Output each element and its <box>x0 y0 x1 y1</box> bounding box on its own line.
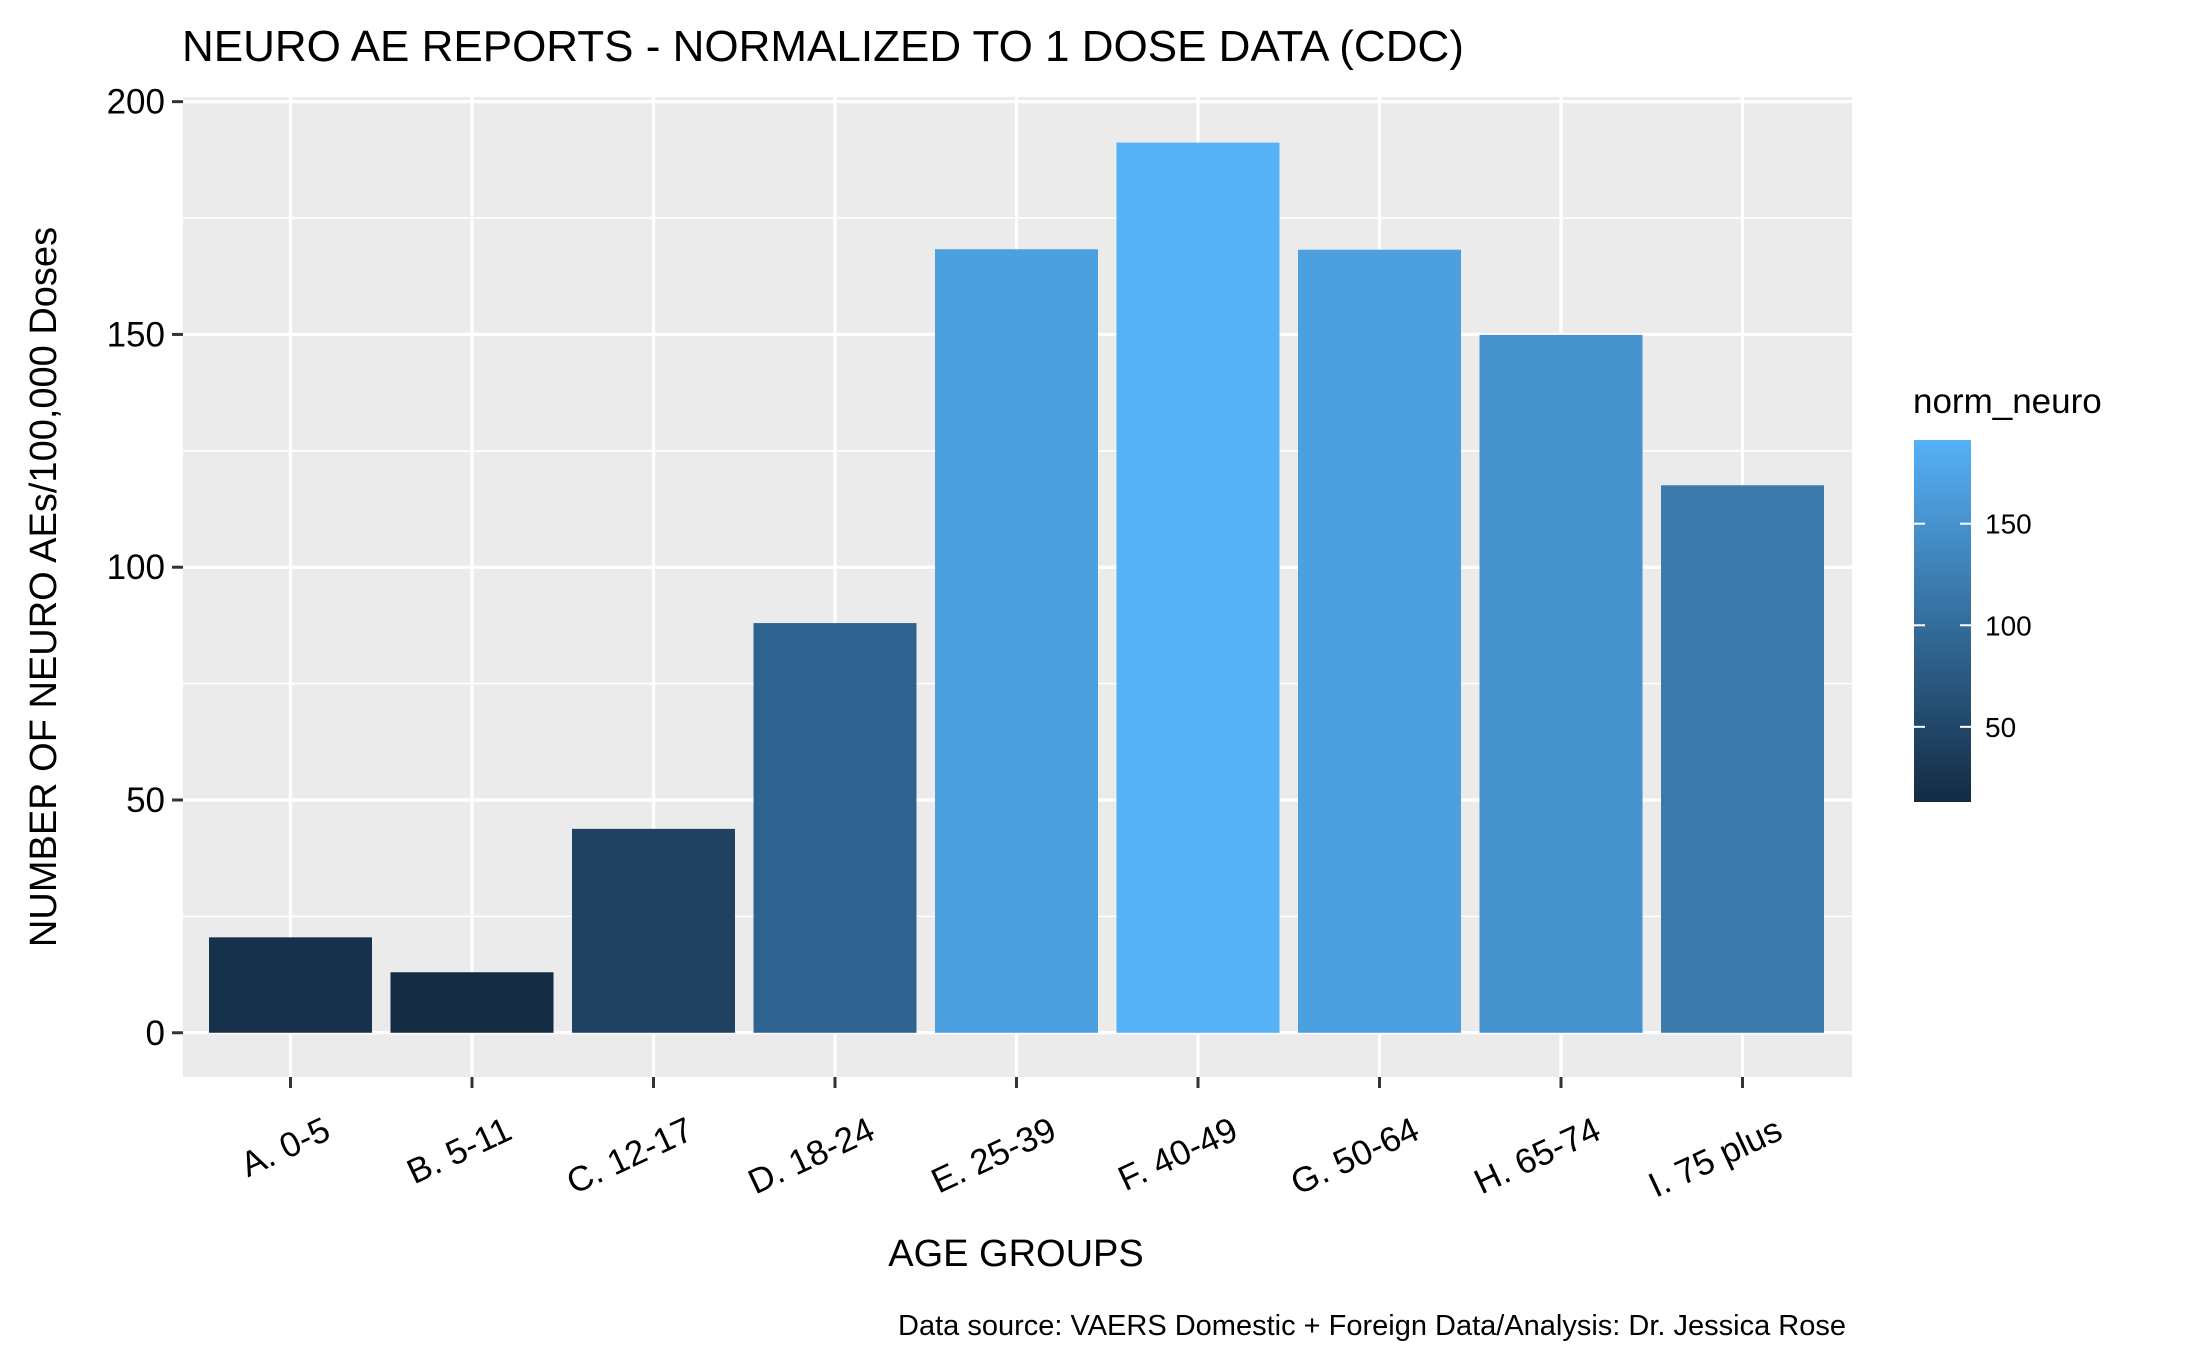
legend-title: norm_neuro <box>1913 382 2102 421</box>
x-tick-label: A. 0-5 <box>235 1110 336 1185</box>
bar-9 <box>1661 485 1824 1033</box>
x-tick-label: G. 50-64 <box>1285 1110 1425 1203</box>
bar-6 <box>1116 142 1280 1033</box>
y-tick-label: 200 <box>107 83 165 122</box>
x-tick-label: F. 40-49 <box>1112 1110 1243 1199</box>
legend-tick-label: 50 <box>1985 712 2016 743</box>
x-tick-label: D. 18-24 <box>742 1110 880 1202</box>
y-tick-label: 100 <box>107 548 165 587</box>
x-tick-label: I. 75 plus <box>1643 1110 1788 1205</box>
legend-colorbar <box>1914 440 1971 802</box>
legend-tick-label: 150 <box>1985 509 2032 540</box>
bars <box>209 142 1824 1033</box>
x-tick-label: H. 65-74 <box>1468 1110 1606 1202</box>
chart-caption: Data source: VAERS Domestic + Foreign Da… <box>898 1310 1846 1342</box>
x-axis-title: AGE GROUPS <box>888 1233 1144 1275</box>
y-tick-label: 0 <box>146 1014 165 1053</box>
bar-4 <box>753 623 917 1033</box>
y-axis-title: NUMBER OF NEURO AEs/100,000 Doses <box>23 227 65 947</box>
bar-3 <box>572 828 735 1033</box>
bar-1 <box>209 937 372 1033</box>
legend-ticks: 50 100 150 <box>1914 509 2032 743</box>
chart-title: NEURO AE REPORTS - NORMALIZED TO 1 DOSE … <box>182 22 1464 71</box>
y-tick-label: 50 <box>126 781 165 820</box>
x-tick-label: B. 5-11 <box>401 1110 517 1192</box>
x-tick-label: E. 25-39 <box>925 1110 1061 1201</box>
bar-2 <box>390 972 554 1033</box>
x-tick-label: C. 12-17 <box>561 1110 699 1202</box>
bar-5 <box>935 249 1098 1033</box>
bar-7 <box>1298 249 1461 1033</box>
bar-8 <box>1479 334 1643 1033</box>
legend-tick-label: 100 <box>1985 610 2032 641</box>
legend: norm_neuro 50 100 150 <box>1913 382 2102 802</box>
y-tick-label: 150 <box>107 315 165 354</box>
